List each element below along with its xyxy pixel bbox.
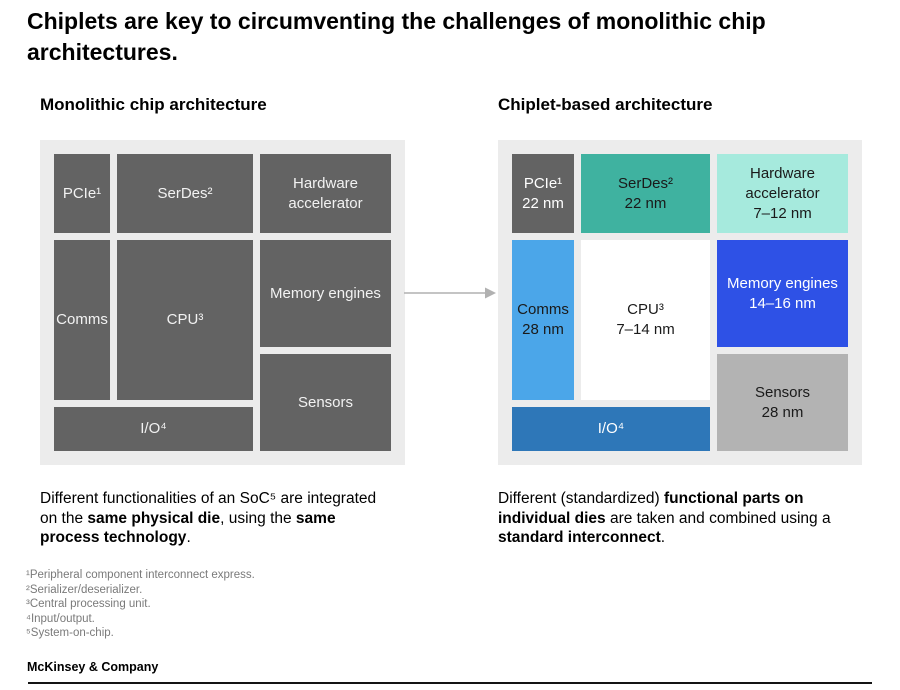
block-label: PCIe¹ [523,174,563,192]
chiplet-heading: Chiplet-based architecture [498,95,713,114]
mono-block-memory-engines: Memory engines [260,240,391,347]
block-label: I/O⁴ [597,420,625,437]
block-label: I/O⁴ [140,420,167,437]
chiplet-die-diagram: PCIe¹ 22 nm SerDes² 22 nm Comms 28 nm [498,140,862,465]
block-label: Comms [517,301,569,318]
bottom-rule [28,682,872,684]
block-label: Comms [56,311,108,328]
monolithic-heading: Monolithic chip architecture [40,95,267,114]
mono-block-sensors: Sensors [260,354,391,451]
chip-die-left-column: PCIe¹ 22 nm SerDes² 22 nm Comms 28 nm [512,154,710,451]
block-label: Hardware accelerator [288,174,363,212]
footnote: ⁵System-on-chip. [26,627,114,639]
footnote: ³Central processing unit. [26,598,151,610]
block-label: SerDes² [157,184,213,202]
brand-signature: McKinsey & Company [27,660,159,674]
chip-row-top: PCIe¹ 22 nm SerDes² 22 nm [512,154,710,233]
monolithic-description: Different functionalities of an SoC⁵ are… [40,490,377,546]
block-node-size: 14–16 nm [749,294,816,312]
chip-block-serdes: SerDes² 22 nm [581,154,710,233]
block-label: Sensors [754,383,811,401]
block-node-size: 7–14 nm [616,321,675,338]
mono-row-top: PCIe¹ SerDes² [54,154,253,233]
block-label: CPU³ [166,311,204,328]
mono-block-serdes: SerDes² [117,154,253,233]
chip-row-middle: Comms 28 nm CPU³ 7–14 nm [512,240,710,400]
block-node-size: 22 nm [522,194,564,212]
chiplet-description: Different (standardized) functional part… [498,490,831,546]
block-node-size: 28 nm [761,403,804,421]
footnote: ¹Peripheral component interconnect expre… [26,569,255,581]
block-node-size: 22 nm [624,194,667,212]
mono-row-middle: Comms CPU³ [54,240,253,400]
chip-die-right-column: Hardware accelerator 7–12 nm Memory engi… [717,154,848,451]
mono-block-cpu: CPU³ [117,240,253,400]
block-label: Memory engines [270,284,381,302]
mono-die-left-column: PCIe¹ SerDes² Comms CPU³ I/O⁴ [54,154,253,451]
exhibit-title: Chiplets are key to circumventing the ch… [27,8,766,65]
block-node-size: 28 nm [522,321,564,338]
block-label: SerDes² [617,174,673,192]
footnote: ⁴Input/output. [26,612,95,625]
right-arrow-icon [404,287,496,299]
mono-block-pcie: PCIe¹ [54,154,110,233]
mono-block-io: I/O⁴ [54,407,253,451]
chip-block-sensors: Sensors 28 nm [717,354,848,451]
monolithic-die-diagram: PCIe¹ SerDes² Comms CPU³ I/O⁴ Hardware a… [40,140,405,465]
block-label: Memory engines [727,274,838,292]
footnotes: ¹Peripheral component interconnect expre… [26,568,255,641]
chip-block-pcie: PCIe¹ 22 nm [512,154,574,233]
mono-die-right-column: Hardware accelerator Memory engines Sens… [260,154,391,451]
block-node-size: 7–12 nm [753,204,812,222]
mono-block-hw-accelerator: Hardware accelerator [260,154,391,233]
block-label: PCIe¹ [62,184,102,202]
chip-block-io: I/O⁴ [512,407,710,451]
chip-block-hw-accelerator: Hardware accelerator 7–12 nm [717,154,848,233]
chip-block-cpu: CPU³ 7–14 nm [581,240,710,400]
footnote: ²Serializer/deserializer. [26,583,143,596]
chip-block-comms: Comms 28 nm [512,240,574,400]
block-label: Sensors [297,393,354,411]
block-label: CPU³ [627,301,664,318]
block-label: Hardware accelerator [745,164,820,202]
chip-block-memory-engines: Memory engines 14–16 nm [717,240,848,347]
mono-block-comms: Comms [54,240,110,400]
